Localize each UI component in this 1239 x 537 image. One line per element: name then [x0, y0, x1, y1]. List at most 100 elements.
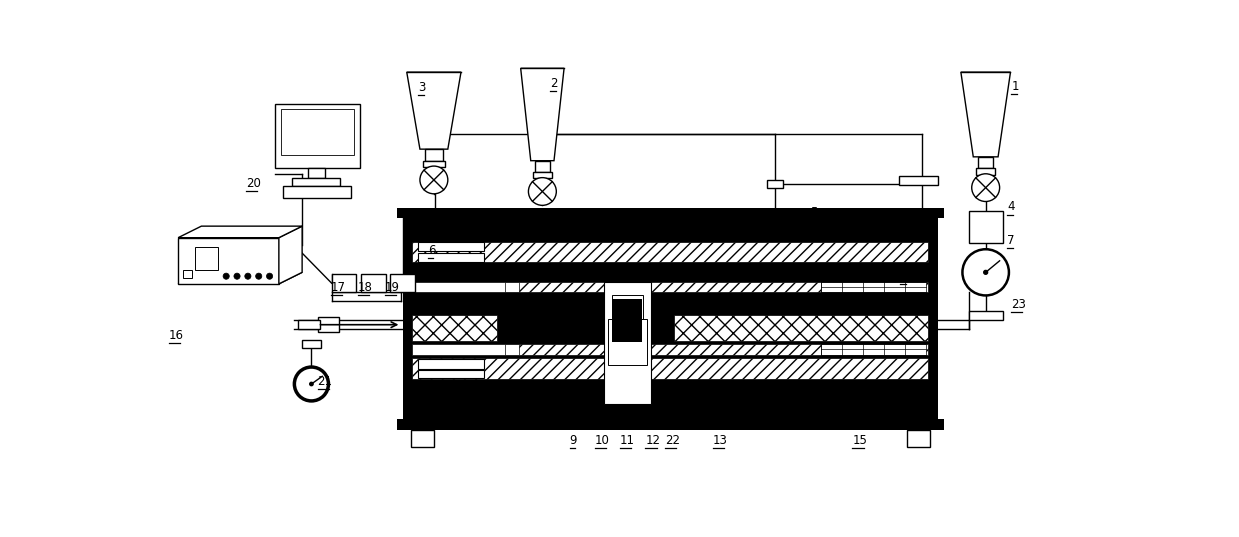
Bar — [821, 344, 926, 355]
Text: 5: 5 — [810, 206, 818, 219]
Bar — [419, 370, 484, 378]
Bar — [275, 105, 361, 168]
Bar — [396, 208, 944, 219]
Text: 17: 17 — [331, 281, 346, 294]
Bar — [419, 242, 484, 251]
Bar — [403, 343, 938, 356]
Bar — [821, 281, 926, 292]
Bar — [332, 274, 357, 292]
Circle shape — [963, 249, 1009, 295]
Text: 22: 22 — [665, 434, 680, 447]
Bar — [767, 180, 783, 187]
Bar — [612, 299, 642, 342]
Text: 10: 10 — [595, 434, 610, 447]
Bar — [898, 176, 938, 185]
Bar — [292, 178, 339, 186]
Text: 19: 19 — [385, 281, 400, 294]
Polygon shape — [520, 68, 564, 161]
Text: 7: 7 — [1007, 234, 1015, 246]
Polygon shape — [279, 226, 302, 284]
Circle shape — [255, 273, 261, 279]
Circle shape — [528, 178, 556, 205]
Bar — [413, 242, 928, 262]
Bar — [907, 430, 930, 447]
Text: 2: 2 — [550, 77, 558, 90]
Text: 11: 11 — [620, 434, 634, 447]
Bar — [317, 317, 339, 332]
Bar — [413, 358, 928, 379]
Bar — [403, 240, 938, 263]
Bar — [178, 238, 279, 284]
Bar — [978, 157, 994, 169]
Text: 6: 6 — [427, 244, 435, 257]
Circle shape — [245, 273, 252, 279]
Bar — [307, 168, 325, 178]
Circle shape — [984, 271, 987, 274]
Bar — [422, 161, 445, 167]
Bar — [390, 274, 415, 292]
Bar — [413, 281, 928, 292]
Bar — [969, 211, 1002, 243]
Bar — [403, 294, 938, 313]
Bar — [403, 280, 938, 294]
Circle shape — [971, 174, 1000, 201]
Bar — [674, 315, 928, 341]
Bar — [534, 161, 550, 172]
Bar — [361, 274, 385, 292]
Bar — [396, 419, 944, 430]
Text: 16: 16 — [169, 329, 183, 342]
Text: 24: 24 — [437, 413, 452, 427]
Bar — [403, 398, 938, 419]
Circle shape — [295, 367, 328, 401]
Polygon shape — [178, 226, 302, 238]
Text: 18: 18 — [358, 281, 373, 294]
Circle shape — [223, 273, 229, 279]
Text: 8: 8 — [901, 270, 908, 282]
Bar — [419, 253, 484, 262]
Text: 14: 14 — [797, 216, 812, 229]
Bar — [608, 318, 647, 365]
Bar — [403, 313, 938, 343]
Text: 20: 20 — [247, 177, 261, 190]
Text: 3: 3 — [419, 81, 426, 94]
Bar — [519, 344, 928, 355]
Circle shape — [266, 273, 273, 279]
Circle shape — [310, 382, 313, 386]
Bar — [282, 186, 351, 198]
Bar — [969, 311, 1002, 320]
Bar — [302, 340, 321, 348]
Text: 1: 1 — [1011, 79, 1018, 92]
Text: 4: 4 — [1007, 200, 1015, 213]
Circle shape — [420, 166, 447, 194]
Bar — [403, 356, 938, 381]
Bar — [605, 281, 650, 404]
Bar — [413, 315, 497, 341]
Bar — [612, 295, 643, 318]
Bar — [427, 172, 444, 178]
Polygon shape — [178, 272, 302, 284]
Bar — [413, 344, 506, 355]
Text: 23: 23 — [1011, 298, 1026, 311]
Polygon shape — [961, 72, 1011, 157]
Text: 12: 12 — [646, 434, 660, 447]
Bar — [413, 344, 928, 355]
Bar — [519, 281, 928, 292]
Bar — [403, 263, 938, 280]
Circle shape — [234, 273, 240, 279]
Text: 13: 13 — [712, 434, 727, 447]
Text: 9: 9 — [570, 434, 577, 447]
Bar — [196, 247, 218, 270]
Bar — [403, 381, 938, 398]
Bar — [299, 320, 320, 329]
Bar — [413, 281, 506, 292]
Bar — [403, 219, 938, 240]
Bar — [976, 169, 995, 175]
Bar — [533, 172, 551, 178]
Polygon shape — [406, 72, 461, 149]
Text: 15: 15 — [852, 434, 867, 447]
Bar — [183, 270, 192, 278]
Text: 21: 21 — [317, 375, 332, 388]
Bar — [281, 109, 354, 155]
Bar — [425, 149, 444, 161]
Bar — [410, 430, 434, 447]
